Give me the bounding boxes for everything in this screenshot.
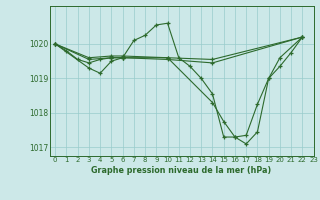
X-axis label: Graphe pression niveau de la mer (hPa): Graphe pression niveau de la mer (hPa) — [92, 166, 272, 175]
